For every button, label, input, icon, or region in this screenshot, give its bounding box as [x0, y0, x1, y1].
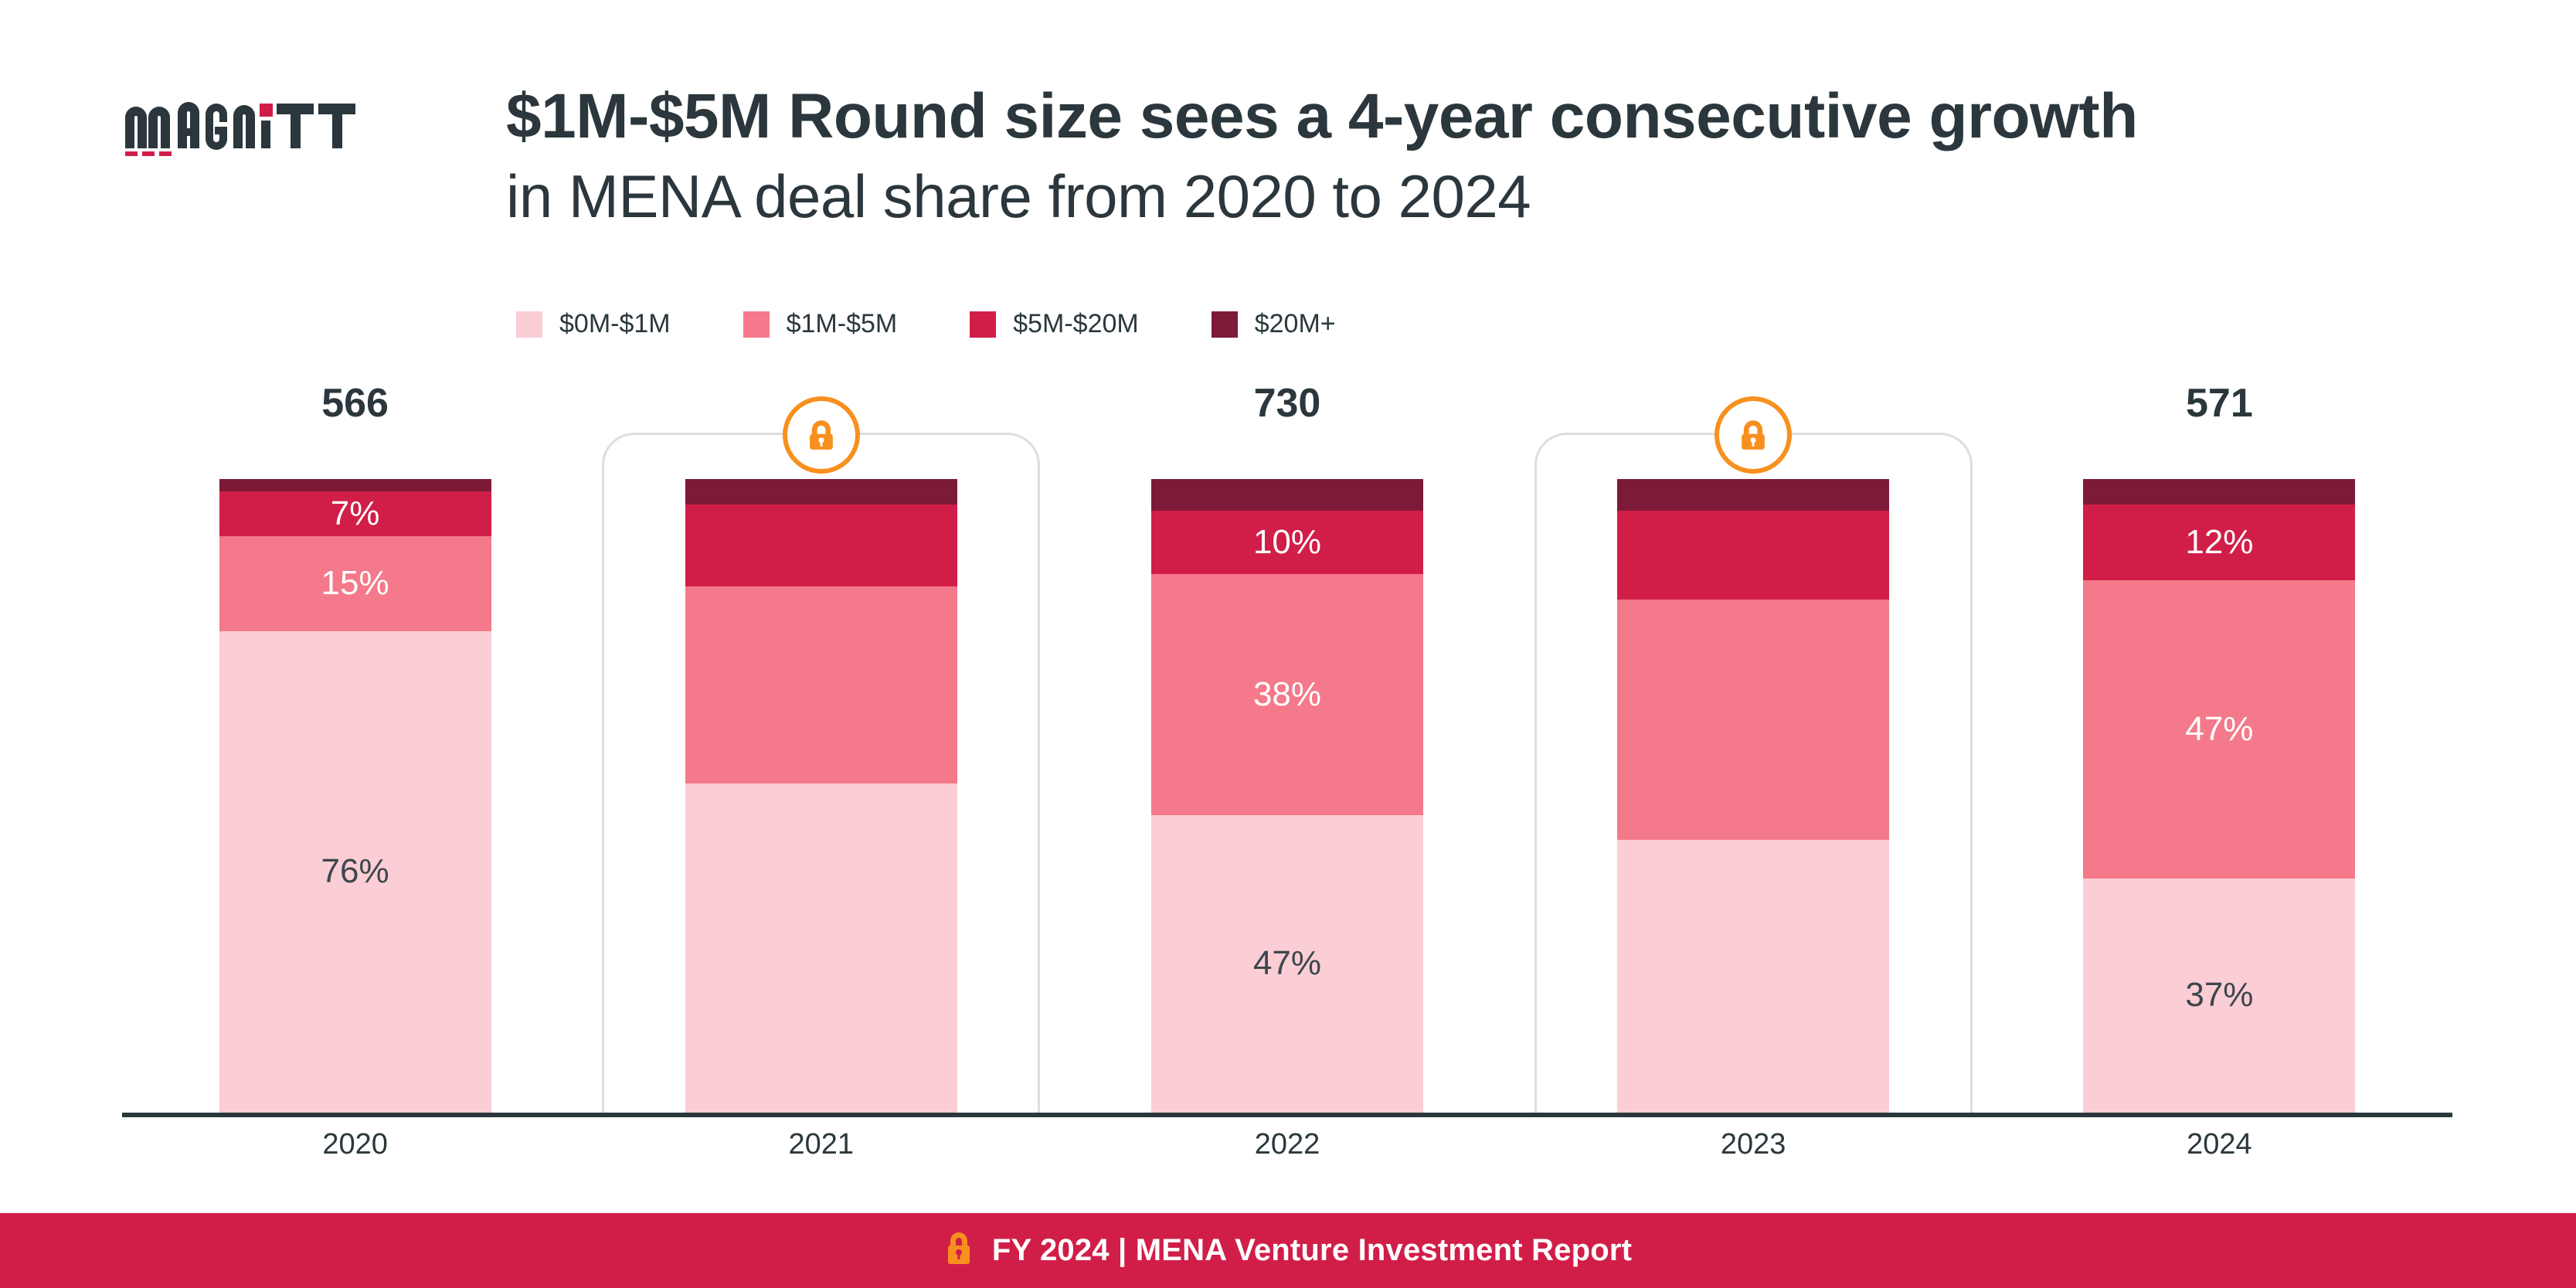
bar-group[interactable]: 10% 38% 47% 730 2022 — [1054, 381, 1520, 1161]
x-axis-line — [122, 1113, 2452, 1117]
stacked-bar[interactable]: 7% 15% 76% — [219, 479, 491, 1113]
legend-item[interactable]: $5M-$20M — [970, 309, 1139, 339]
x-axis-label: 2023 — [1720, 1128, 1786, 1161]
segment-value-label: 10% — [1252, 523, 1322, 561]
header: $1M-$5M Round size sees a 4-year consecu… — [0, 0, 2576, 294]
bar-segment[interactable]: 47% — [1150, 814, 1423, 1113]
legend-label: $0M-$1M — [559, 309, 671, 338]
bar-segment[interactable]: 47% — [2083, 580, 2356, 878]
bar-segment[interactable]: 7% — [219, 491, 491, 536]
bar-segment[interactable] — [685, 479, 957, 505]
legend-item[interactable]: $20M+ — [1211, 309, 1336, 339]
title-block: $1M-$5M Round size sees a 4-year consecu… — [506, 85, 2484, 229]
segment-value-label: 15% — [321, 564, 389, 603]
bar-segment[interactable] — [685, 504, 957, 587]
legend-item[interactable]: $0M-$1M — [516, 309, 671, 339]
stacked-bar[interactable] — [685, 479, 957, 1113]
lock-icon[interactable] — [782, 396, 860, 474]
legend-label: $1M-$5M — [786, 309, 898, 338]
lock-icon[interactable] — [1715, 396, 1793, 474]
bar-segment[interactable]: 38% — [1150, 574, 1423, 815]
legend-label: $20M+ — [1254, 309, 1336, 338]
bar-segment[interactable] — [685, 783, 957, 1113]
bar-group[interactable]: 2021 — [588, 386, 1054, 1161]
bar-segment[interactable]: 12% — [2083, 504, 2356, 581]
bar-segment[interactable] — [685, 586, 957, 783]
magnitt-logo — [122, 94, 400, 162]
bar-segment[interactable] — [1617, 479, 1890, 511]
page-subtitle: in MENA deal share from 2020 to 2024 — [506, 162, 1531, 230]
chart-legend: $0M-$1M $1M-$5M $5M-$20M $20M+ — [516, 309, 1336, 339]
lock-icon — [944, 1231, 974, 1270]
bar-total-label: 566 — [321, 381, 389, 426]
footer-label: FY 2024 | MENA Venture Investment Report — [991, 1233, 1633, 1267]
x-axis-label: 2022 — [1254, 1128, 1320, 1161]
segment-value-label: 12% — [2185, 522, 2254, 561]
legend-swatch — [743, 311, 770, 338]
stacked-bar[interactable]: 10% 38% 47% — [1150, 479, 1423, 1113]
legend-item[interactable]: $1M-$5M — [743, 309, 898, 339]
segment-value-label: 47% — [1252, 944, 1322, 983]
bar-segment[interactable] — [1617, 511, 1890, 600]
legend-label: $5M-$20M — [1013, 309, 1139, 338]
bar-segment[interactable] — [1617, 840, 1890, 1113]
segment-value-label: 76% — [321, 852, 389, 891]
stacked-bar[interactable]: 12% 47% 37% — [2083, 479, 2356, 1113]
segment-value-label: 7% — [330, 494, 380, 533]
legend-swatch — [1211, 311, 1238, 338]
x-axis-label: 2024 — [2187, 1128, 2252, 1161]
segment-value-label: 38% — [1252, 675, 1322, 713]
bar-segment[interactable] — [1150, 479, 1423, 511]
bar-segment[interactable] — [1617, 599, 1890, 841]
segment-value-label: 47% — [2185, 709, 2254, 748]
bar-total-label: 730 — [1253, 381, 1321, 426]
bar-total-label: 571 — [2186, 381, 2253, 426]
bar-segment[interactable] — [2083, 479, 2356, 505]
bar-group[interactable]: 12% 47% 37% 571 2024 — [1986, 381, 2452, 1161]
chart-plot-area: 7% 15% 76% 566 2020 2021 10% 38% 47% 730 2022 2023 1… — [0, 381, 2576, 1161]
bar-segment[interactable] — [219, 479, 491, 492]
bar-segment[interactable]: 15% — [219, 535, 491, 631]
bar-segment[interactable]: 76% — [219, 630, 491, 1113]
x-axis-label: 2020 — [322, 1128, 388, 1161]
bar-group[interactable]: 2023 — [1521, 386, 1986, 1161]
bar-segment[interactable]: 37% — [2083, 878, 2356, 1113]
legend-swatch — [516, 311, 542, 338]
stacked-bar[interactable] — [1617, 479, 1890, 1113]
segment-value-label: 37% — [2185, 976, 2254, 1014]
footer-bar: FY 2024 | MENA Venture Investment Report — [0, 1213, 2576, 1288]
legend-swatch — [970, 311, 997, 338]
bar-group[interactable]: 7% 15% 76% 566 2020 — [122, 381, 588, 1161]
page-title: $1M-$5M Round size sees a 4-year consecu… — [506, 81, 2138, 151]
bar-segment[interactable]: 10% — [1150, 511, 1423, 574]
x-axis-label: 2021 — [788, 1128, 855, 1161]
